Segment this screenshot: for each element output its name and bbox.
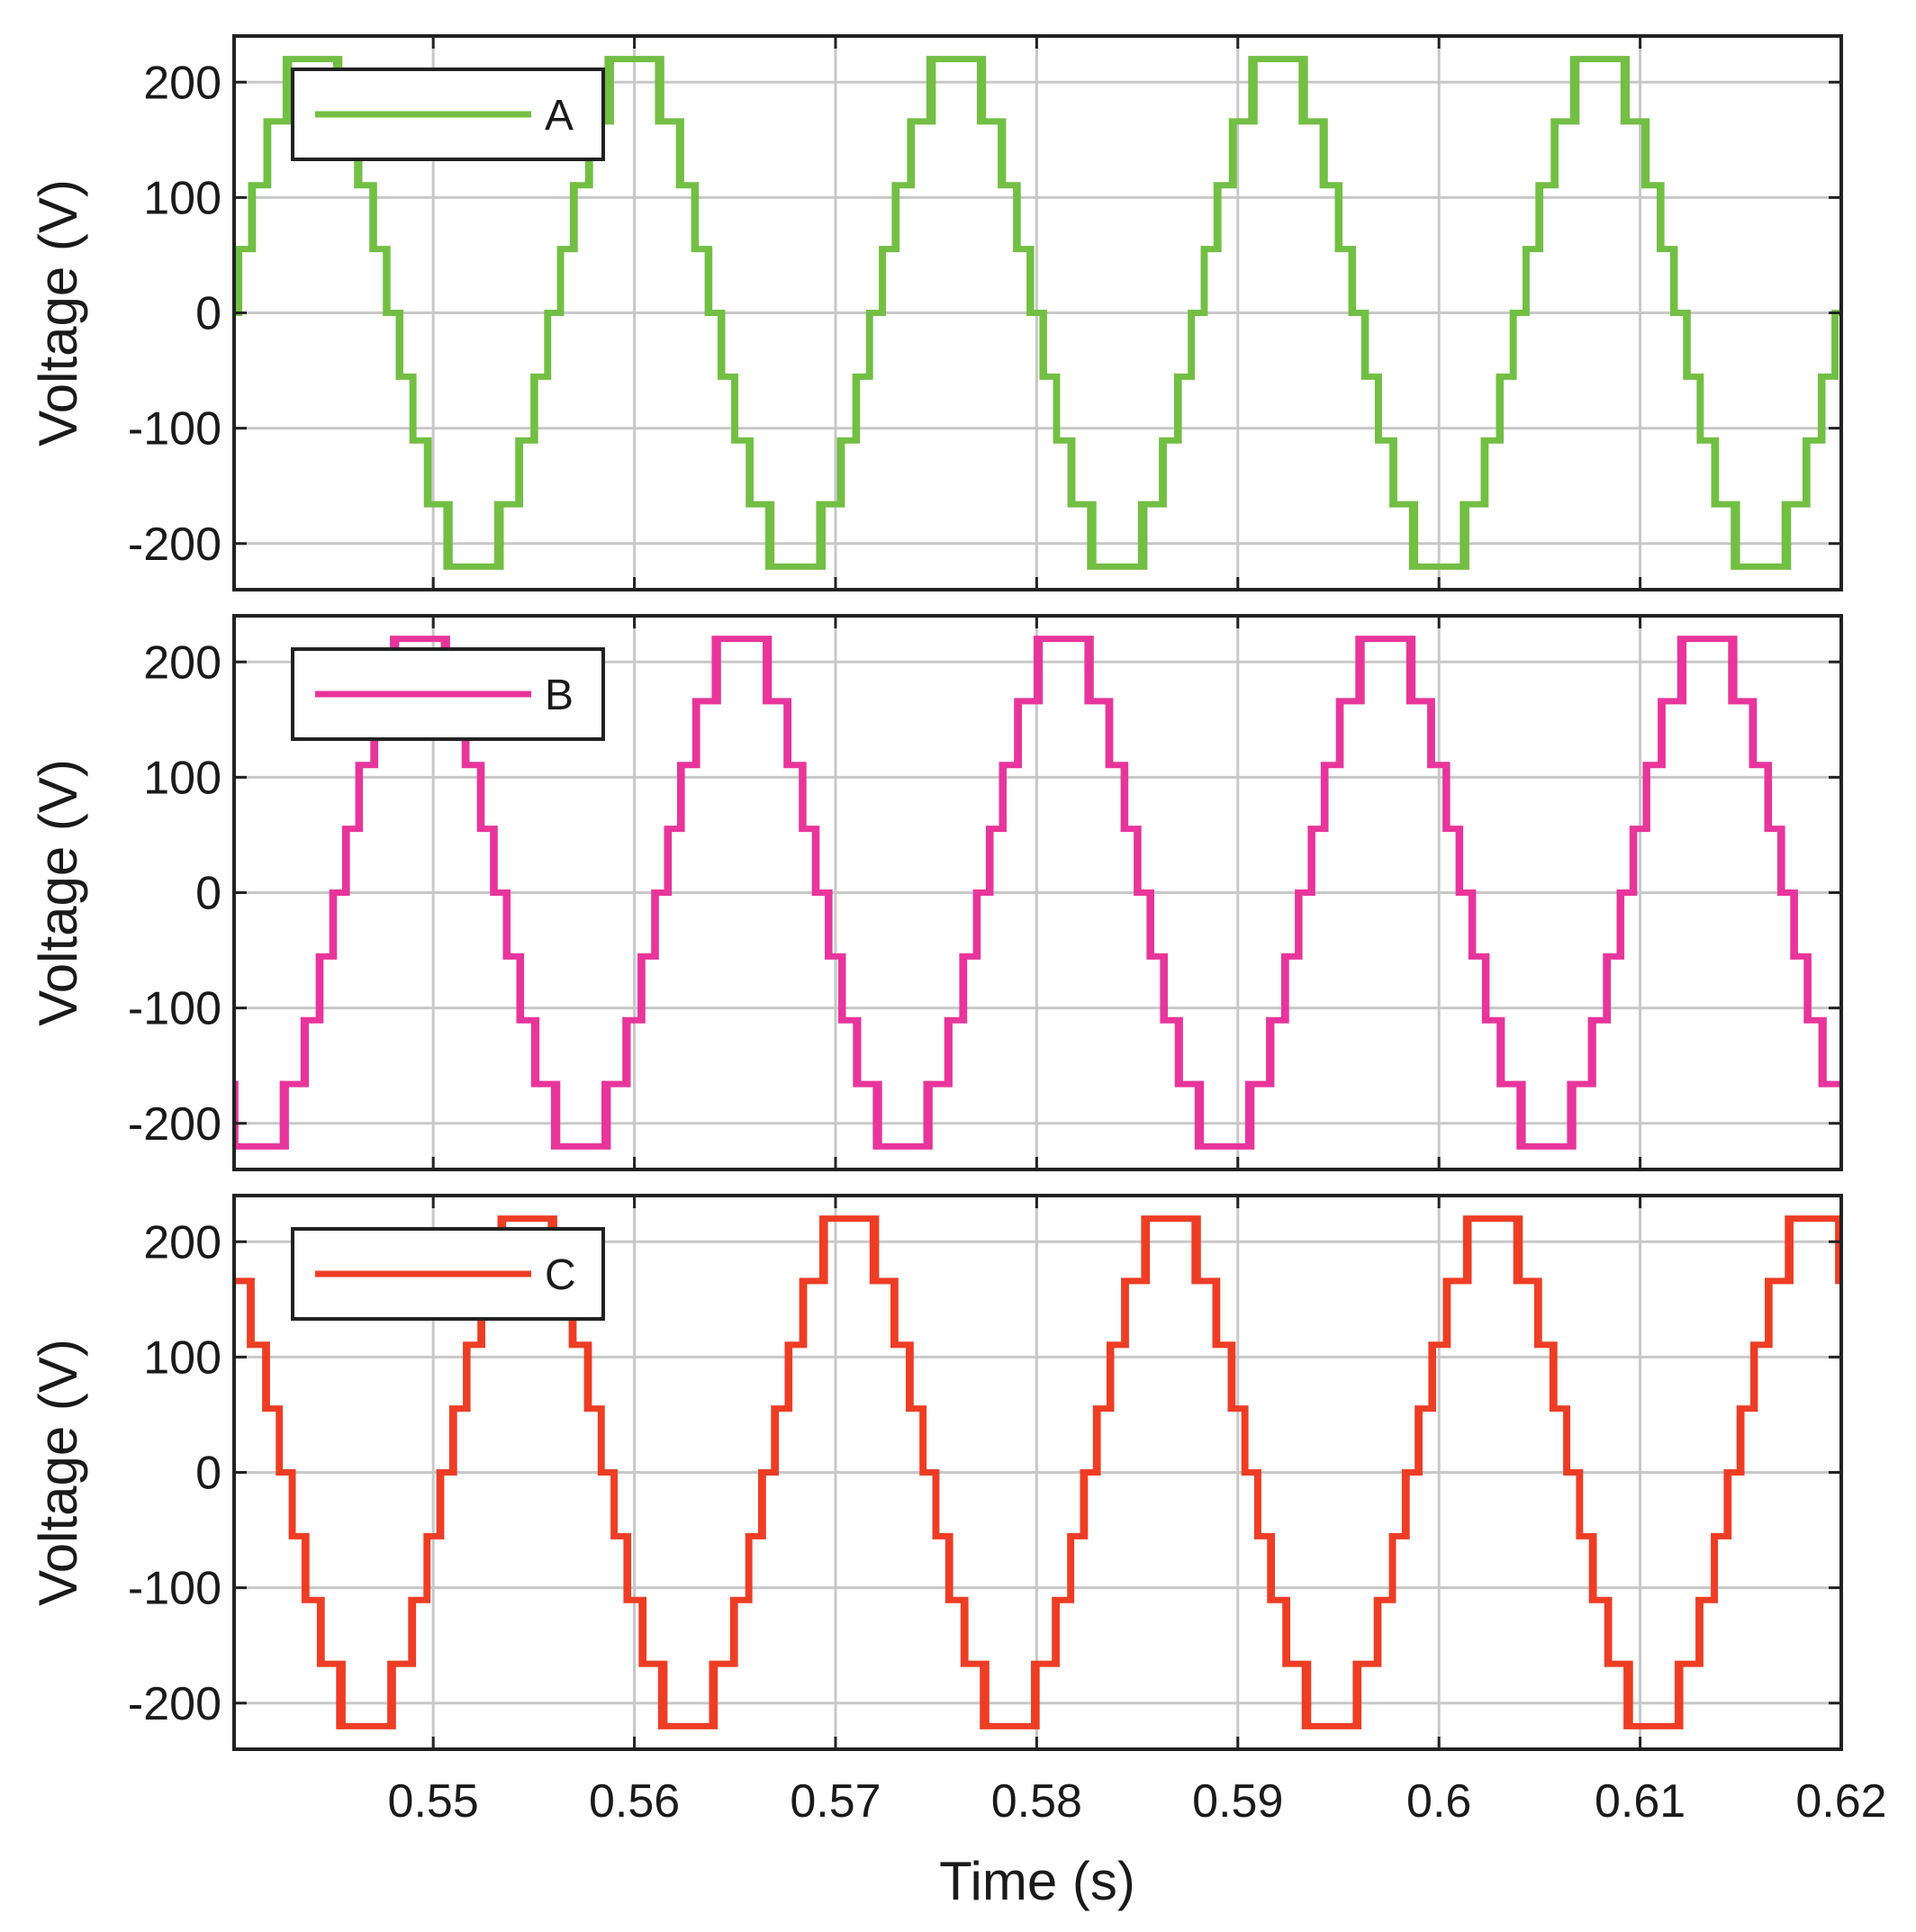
legend: C (291, 1227, 605, 1321)
y-tick-label: 100 (143, 172, 221, 224)
y-axis-label: Voltage (V) (28, 179, 88, 447)
x-tick-label: 0.57 (790, 1775, 881, 1828)
legend: A (291, 68, 605, 161)
y-tick-label: 200 (143, 1216, 221, 1268)
legend-label: C (545, 1251, 576, 1299)
x-axis-label: Time (s) (939, 1851, 1135, 1911)
y-tick-label: 0 (195, 288, 221, 340)
y-tick-label: -200 (128, 1098, 221, 1151)
x-tick-label: 0.61 (1595, 1775, 1686, 1828)
x-tick-label: 0.62 (1795, 1775, 1886, 1828)
panels: -200 -100 0 100 200 Voltage (V) A -200 -100 0 100 2… (28, 34, 1887, 1828)
series-line-C (234, 1215, 1841, 1729)
x-tick-label: 0.55 (388, 1775, 479, 1828)
panel-B: -200 -100 0 100 200 Voltage (V) B (28, 614, 1843, 1171)
x-tick-label: 0.56 (589, 1775, 680, 1828)
y-axis-label: Voltage (V) (28, 759, 88, 1026)
x-tick-label: 0.59 (1192, 1775, 1283, 1828)
legend-label: B (545, 672, 574, 719)
y-tick-label: -200 (128, 1678, 221, 1730)
x-tick-label: 0.58 (991, 1775, 1082, 1828)
legend-label: A (545, 92, 574, 140)
y-tick-label: -100 (128, 1563, 221, 1615)
y-tick-label: -100 (128, 983, 221, 1035)
y-tick-label: 0 (195, 1448, 221, 1500)
y-tick-label: 100 (143, 752, 221, 804)
y-tick-label: 200 (143, 57, 221, 109)
x-tick-label: 0.6 (1406, 1775, 1471, 1828)
y-tick-label: 0 (195, 868, 221, 920)
y-axis-label: Voltage (V) (28, 1339, 88, 1606)
y-tick-label: 100 (143, 1332, 221, 1384)
y-tick-label: -100 (128, 403, 221, 456)
panel-A: -200 -100 0 100 200 Voltage (V) A (28, 34, 1843, 591)
series-line-A (234, 56, 1841, 570)
legend: B (291, 647, 605, 741)
y-tick-label: 200 (143, 636, 221, 689)
y-tick-label: -200 (128, 519, 221, 571)
panel-C: -200 -100 0 100 200 0.55 0.56 0.57 0.58 0.59 0.6 0.… (28, 1194, 1887, 1828)
series-line-B (234, 636, 1841, 1150)
